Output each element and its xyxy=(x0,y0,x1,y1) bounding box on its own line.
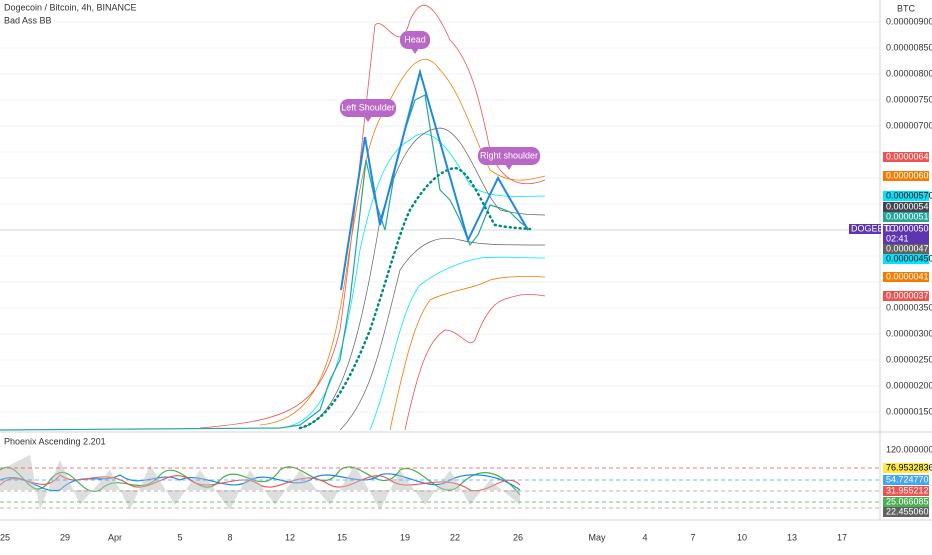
lower-band-mid xyxy=(389,276,546,431)
date-label: 19 xyxy=(400,532,410,542)
date-label: 22 xyxy=(450,532,460,542)
annotation-pointer xyxy=(505,164,513,170)
lower-band-gray xyxy=(339,237,546,431)
date-label: 7 xyxy=(690,532,695,542)
price-tag-label: 0.00000607 xyxy=(886,170,932,180)
price-tag-label: 0.00000450 xyxy=(886,253,932,263)
date-label: 13 xyxy=(787,532,797,542)
price-tag xyxy=(883,212,929,222)
price-tag-countdown: 02:41 xyxy=(886,233,909,243)
date-label: 26 xyxy=(513,532,523,542)
price-axis-label: 0.00000200 xyxy=(886,380,932,390)
date-label: 10 xyxy=(737,532,747,542)
annotation-text: Head xyxy=(404,34,426,44)
oscillator-tag xyxy=(883,463,929,473)
date-label: Apr xyxy=(108,532,122,542)
upper-band-outer xyxy=(199,5,546,429)
annotation-text: Right shoulder xyxy=(480,150,538,160)
price-tag-label: 0.00000504 xyxy=(886,223,932,233)
price-tag xyxy=(883,191,929,201)
price-axis-label: 0.00000850 xyxy=(886,42,932,52)
price-tag xyxy=(883,254,929,264)
osc-area xyxy=(0,455,520,510)
date-label: 8 xyxy=(227,532,232,542)
price-tag-label: 0.00000473 xyxy=(886,243,932,253)
oscillator-title: Phoenix Ascending 2.201 xyxy=(4,436,106,446)
price-axis-label: 0.00000800 xyxy=(886,68,932,78)
price-tag xyxy=(883,224,929,244)
annotation-text: Left Shoulder xyxy=(341,102,395,112)
osc-line-green xyxy=(0,466,521,496)
price-tag xyxy=(883,272,929,282)
date-label: 4 xyxy=(642,532,647,542)
oscillator-tag xyxy=(883,486,929,496)
currency-label: BTC xyxy=(897,3,916,13)
price-tag-label: 0.00000376 xyxy=(886,290,932,300)
date-label: 12 xyxy=(285,532,295,542)
price-axis-label: 0.00000900 xyxy=(886,16,932,26)
price-tag-label: 0.00000510 xyxy=(886,211,932,221)
price-tag xyxy=(883,171,929,181)
annotation-bubble xyxy=(340,99,396,117)
basis xyxy=(299,127,546,429)
annotation-bubble xyxy=(478,147,540,165)
price-axis-label: 0.00000700 xyxy=(886,120,932,130)
symbol-tag-label: DOGEBTC xyxy=(851,223,896,233)
lower-band-outer xyxy=(404,294,546,431)
price-tag xyxy=(883,202,929,212)
head-shoulders-drawing xyxy=(340,68,529,291)
chart-title: Dogecoin / Bitcoin, 4h, BINANCE xyxy=(4,2,137,12)
price-axis-label: 0.00000750 xyxy=(886,94,932,104)
date-label: 25 xyxy=(0,532,10,542)
oscillator-tag xyxy=(883,507,929,517)
oscillator-tag xyxy=(883,497,929,507)
oscillator-tag-label: 25.06608597 xyxy=(886,496,932,506)
price-tag xyxy=(883,291,929,301)
date-label: May xyxy=(588,532,606,542)
price-tag xyxy=(883,244,929,254)
price-tag-label: 0.00000570 xyxy=(886,190,932,200)
oscillator-tag-label: 31.95521215 xyxy=(886,485,932,495)
price-tag-label: 0.00000413 xyxy=(886,271,932,281)
price-tag-label: 0.00000547 xyxy=(886,201,932,211)
date-label: 17 xyxy=(837,532,847,542)
annotation-pointer xyxy=(411,48,419,54)
price-axis-label: 0.00000250 xyxy=(886,354,932,364)
oscillator-tag-label: 22.45506033 xyxy=(886,506,932,516)
oscillator-axis-label: 120.00000000 xyxy=(886,444,932,454)
grid xyxy=(0,21,880,413)
price-path xyxy=(0,94,529,431)
price-tag-label: 0.00000644 xyxy=(886,151,932,161)
indicator-name: Bad Ass BB xyxy=(4,15,52,25)
date-label: 5 xyxy=(177,532,182,542)
price-axis-label: 0.00000300 xyxy=(886,328,932,338)
lower-band-inner xyxy=(369,256,546,431)
oscillator-tag-label: 54.72477068 xyxy=(886,474,932,484)
oscillator-tag-label: 76.95328360 xyxy=(886,462,932,472)
price-tag xyxy=(883,152,929,162)
oscillator-tag xyxy=(883,475,929,485)
annotation-bubble xyxy=(400,31,430,49)
price-axis-label: 0.00000150 xyxy=(886,406,932,416)
date-label: 29 xyxy=(60,532,70,542)
annotation-pointer xyxy=(364,116,372,122)
price-axis-label: 0.00000350 xyxy=(886,302,932,312)
symbol-tag xyxy=(849,224,881,234)
date-label: 15 xyxy=(337,532,347,542)
sar-dots xyxy=(298,166,532,430)
